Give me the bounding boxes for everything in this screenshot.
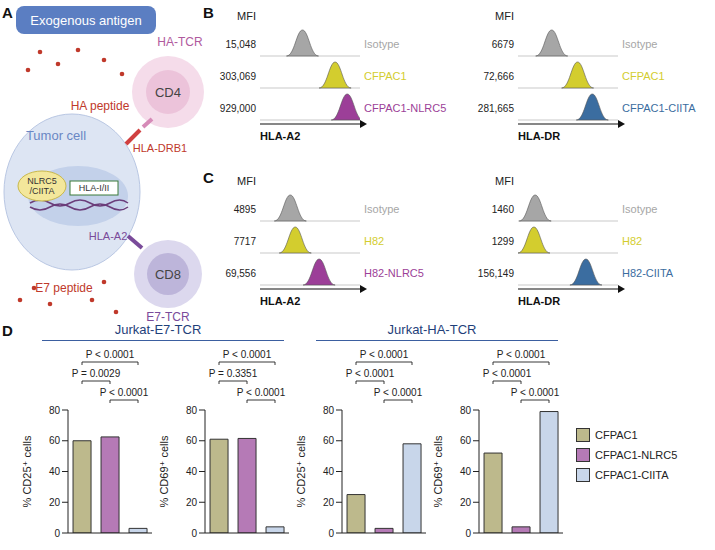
svg-text:P < 0.0001: P < 0.0001 (483, 368, 532, 379)
svg-text:60: 60 (460, 435, 472, 446)
svg-text:HLA-A2: HLA-A2 (260, 130, 300, 142)
svg-text:20: 20 (460, 497, 472, 508)
svg-text:7717: 7717 (234, 236, 257, 247)
svg-text:Isotype: Isotype (364, 38, 399, 50)
svg-text:HLA-DRB1: HLA-DRB1 (133, 142, 187, 154)
svg-text:% CD69⁺ cells: % CD69⁺ cells (433, 435, 444, 507)
html-text:A: A (2, 4, 13, 21)
html-text:B: B (203, 4, 214, 21)
svg-text:/CIITA: /CIITA (30, 186, 55, 196)
svg-text:P < 0.0001: P < 0.0001 (360, 349, 409, 360)
svg-text:% CD69⁺ cells: % CD69⁺ cells (159, 435, 170, 507)
svg-text:20: 20 (186, 497, 198, 508)
svg-text:156,149: 156,149 (478, 268, 515, 279)
svg-text:HLA-A2: HLA-A2 (89, 230, 128, 242)
svg-text:80: 80 (49, 405, 61, 416)
svg-text:CFPAC1: CFPAC1 (364, 70, 407, 82)
svg-text:80: 80 (323, 405, 335, 416)
svg-text:Exogenous antigen: Exogenous antigen (30, 13, 141, 28)
svg-text:72,666: 72,666 (483, 71, 514, 82)
svg-text:1299: 1299 (492, 236, 515, 247)
svg-text:40: 40 (186, 466, 198, 477)
svg-text:40: 40 (460, 466, 472, 477)
svg-text:NLRC5: NLRC5 (27, 176, 57, 186)
svg-text:303,069: 303,069 (220, 71, 257, 82)
svg-text:60: 60 (186, 435, 198, 446)
svg-text:Isotype: Isotype (364, 203, 399, 215)
svg-text:H82: H82 (622, 235, 642, 247)
svg-text:0: 0 (465, 528, 471, 539)
html-text:Jurkat-HA-TCR: Jurkat-HA-TCR (387, 322, 477, 337)
svg-text:P < 0.0001: P < 0.0001 (237, 387, 286, 398)
svg-text:MFI: MFI (495, 175, 514, 187)
svg-text:1460: 1460 (492, 204, 515, 215)
svg-text:40: 40 (323, 466, 335, 477)
svg-text:Isotype: Isotype (622, 38, 657, 50)
svg-text:P = 0.0029: P = 0.0029 (72, 368, 121, 379)
svg-text:P < 0.0001: P < 0.0001 (374, 387, 423, 398)
svg-text:80: 80 (460, 405, 472, 416)
svg-text:CFPAC1: CFPAC1 (622, 70, 665, 82)
svg-text:P < 0.0001: P < 0.0001 (511, 387, 560, 398)
svg-text:0: 0 (54, 528, 60, 539)
svg-text:% CD25⁺ cells: % CD25⁺ cells (22, 435, 33, 507)
svg-text:P < 0.0001: P < 0.0001 (497, 349, 546, 360)
svg-text:CFPAC1-NLRC5: CFPAC1-NLRC5 (364, 102, 446, 114)
svg-text:MFI: MFI (237, 10, 256, 22)
svg-text:20: 20 (49, 497, 61, 508)
html-text:CFPAC1: CFPAC1 (595, 429, 638, 441)
svg-text:E7-TCR: E7-TCR (146, 310, 190, 324)
svg-text:P = 0.3351: P = 0.3351 (209, 368, 258, 379)
svg-text:P < 0.0001: P < 0.0001 (223, 349, 272, 360)
svg-text:P < 0.0001: P < 0.0001 (346, 368, 395, 379)
html-text:CFPAC1-CIITA: CFPAC1-CIITA (595, 469, 669, 481)
svg-text:Isotype: Isotype (622, 203, 657, 215)
svg-text:% CD25⁺ cells: % CD25⁺ cells (296, 435, 307, 507)
svg-text:CD4: CD4 (155, 85, 181, 100)
svg-text:60: 60 (323, 435, 335, 446)
svg-text:15,048: 15,048 (225, 39, 256, 50)
svg-text:60: 60 (49, 435, 61, 446)
svg-text:4895: 4895 (234, 204, 257, 215)
svg-text:HLA-A2: HLA-A2 (260, 295, 300, 307)
html-text:CFPAC1-NLRC5: CFPAC1-NLRC5 (595, 449, 678, 461)
svg-text:0: 0 (191, 528, 197, 539)
svg-text:MFI: MFI (495, 10, 514, 22)
svg-text:40: 40 (49, 466, 61, 477)
svg-text:E7 peptide: E7 peptide (35, 281, 93, 295)
html-text:Jurkat-E7-TCR: Jurkat-E7-TCR (114, 322, 202, 337)
svg-text:CFPAC1-CIITA: CFPAC1-CIITA (622, 102, 696, 114)
svg-text:80: 80 (186, 405, 198, 416)
svg-text:69,556: 69,556 (225, 268, 256, 279)
svg-text:281,665: 281,665 (478, 103, 515, 114)
html-text:D: D (2, 322, 13, 339)
svg-text:HLA-I/II: HLA-I/II (79, 183, 110, 193)
svg-text:0: 0 (328, 528, 334, 539)
svg-text:Tumor cell: Tumor cell (26, 128, 86, 143)
svg-text:P < 0.0001: P < 0.0001 (100, 387, 149, 398)
html-text:C: C (203, 169, 214, 186)
svg-text:20: 20 (323, 497, 335, 508)
svg-text:HA peptide: HA peptide (71, 99, 130, 113)
svg-text:929,000: 929,000 (220, 103, 257, 114)
svg-text:HLA-DR: HLA-DR (518, 130, 560, 142)
svg-text:H82: H82 (364, 235, 384, 247)
svg-text:P < 0.0001: P < 0.0001 (86, 349, 135, 360)
svg-text:MFI: MFI (237, 175, 256, 187)
svg-text:H82-NLRC5: H82-NLRC5 (364, 267, 424, 279)
svg-text:HLA-DR: HLA-DR (518, 295, 560, 307)
svg-text:CD8: CD8 (155, 267, 181, 282)
svg-text:6679: 6679 (492, 39, 515, 50)
svg-text:HA-TCR: HA-TCR (157, 35, 203, 49)
svg-text:H82-CIITA: H82-CIITA (622, 267, 674, 279)
